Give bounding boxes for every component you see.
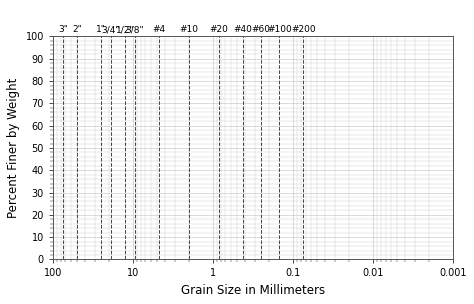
Text: 2": 2" <box>72 25 82 34</box>
Y-axis label: Percent Finer by Weight: Percent Finer by Weight <box>7 78 20 218</box>
Text: #40: #40 <box>233 25 252 34</box>
Text: 1/2": 1/2" <box>116 25 135 34</box>
Text: #10: #10 <box>180 25 199 34</box>
Text: #20: #20 <box>210 25 228 34</box>
Text: 3": 3" <box>58 25 68 34</box>
X-axis label: Grain Size in Millimeters: Grain Size in Millimeters <box>181 284 325 297</box>
Text: 1": 1" <box>96 25 106 34</box>
Text: #60: #60 <box>252 25 271 34</box>
Text: #200: #200 <box>291 25 316 34</box>
Text: 3/4": 3/4" <box>101 25 120 34</box>
Text: 3/8": 3/8" <box>126 25 144 34</box>
Text: #4: #4 <box>152 25 165 34</box>
Text: #100: #100 <box>267 25 292 34</box>
